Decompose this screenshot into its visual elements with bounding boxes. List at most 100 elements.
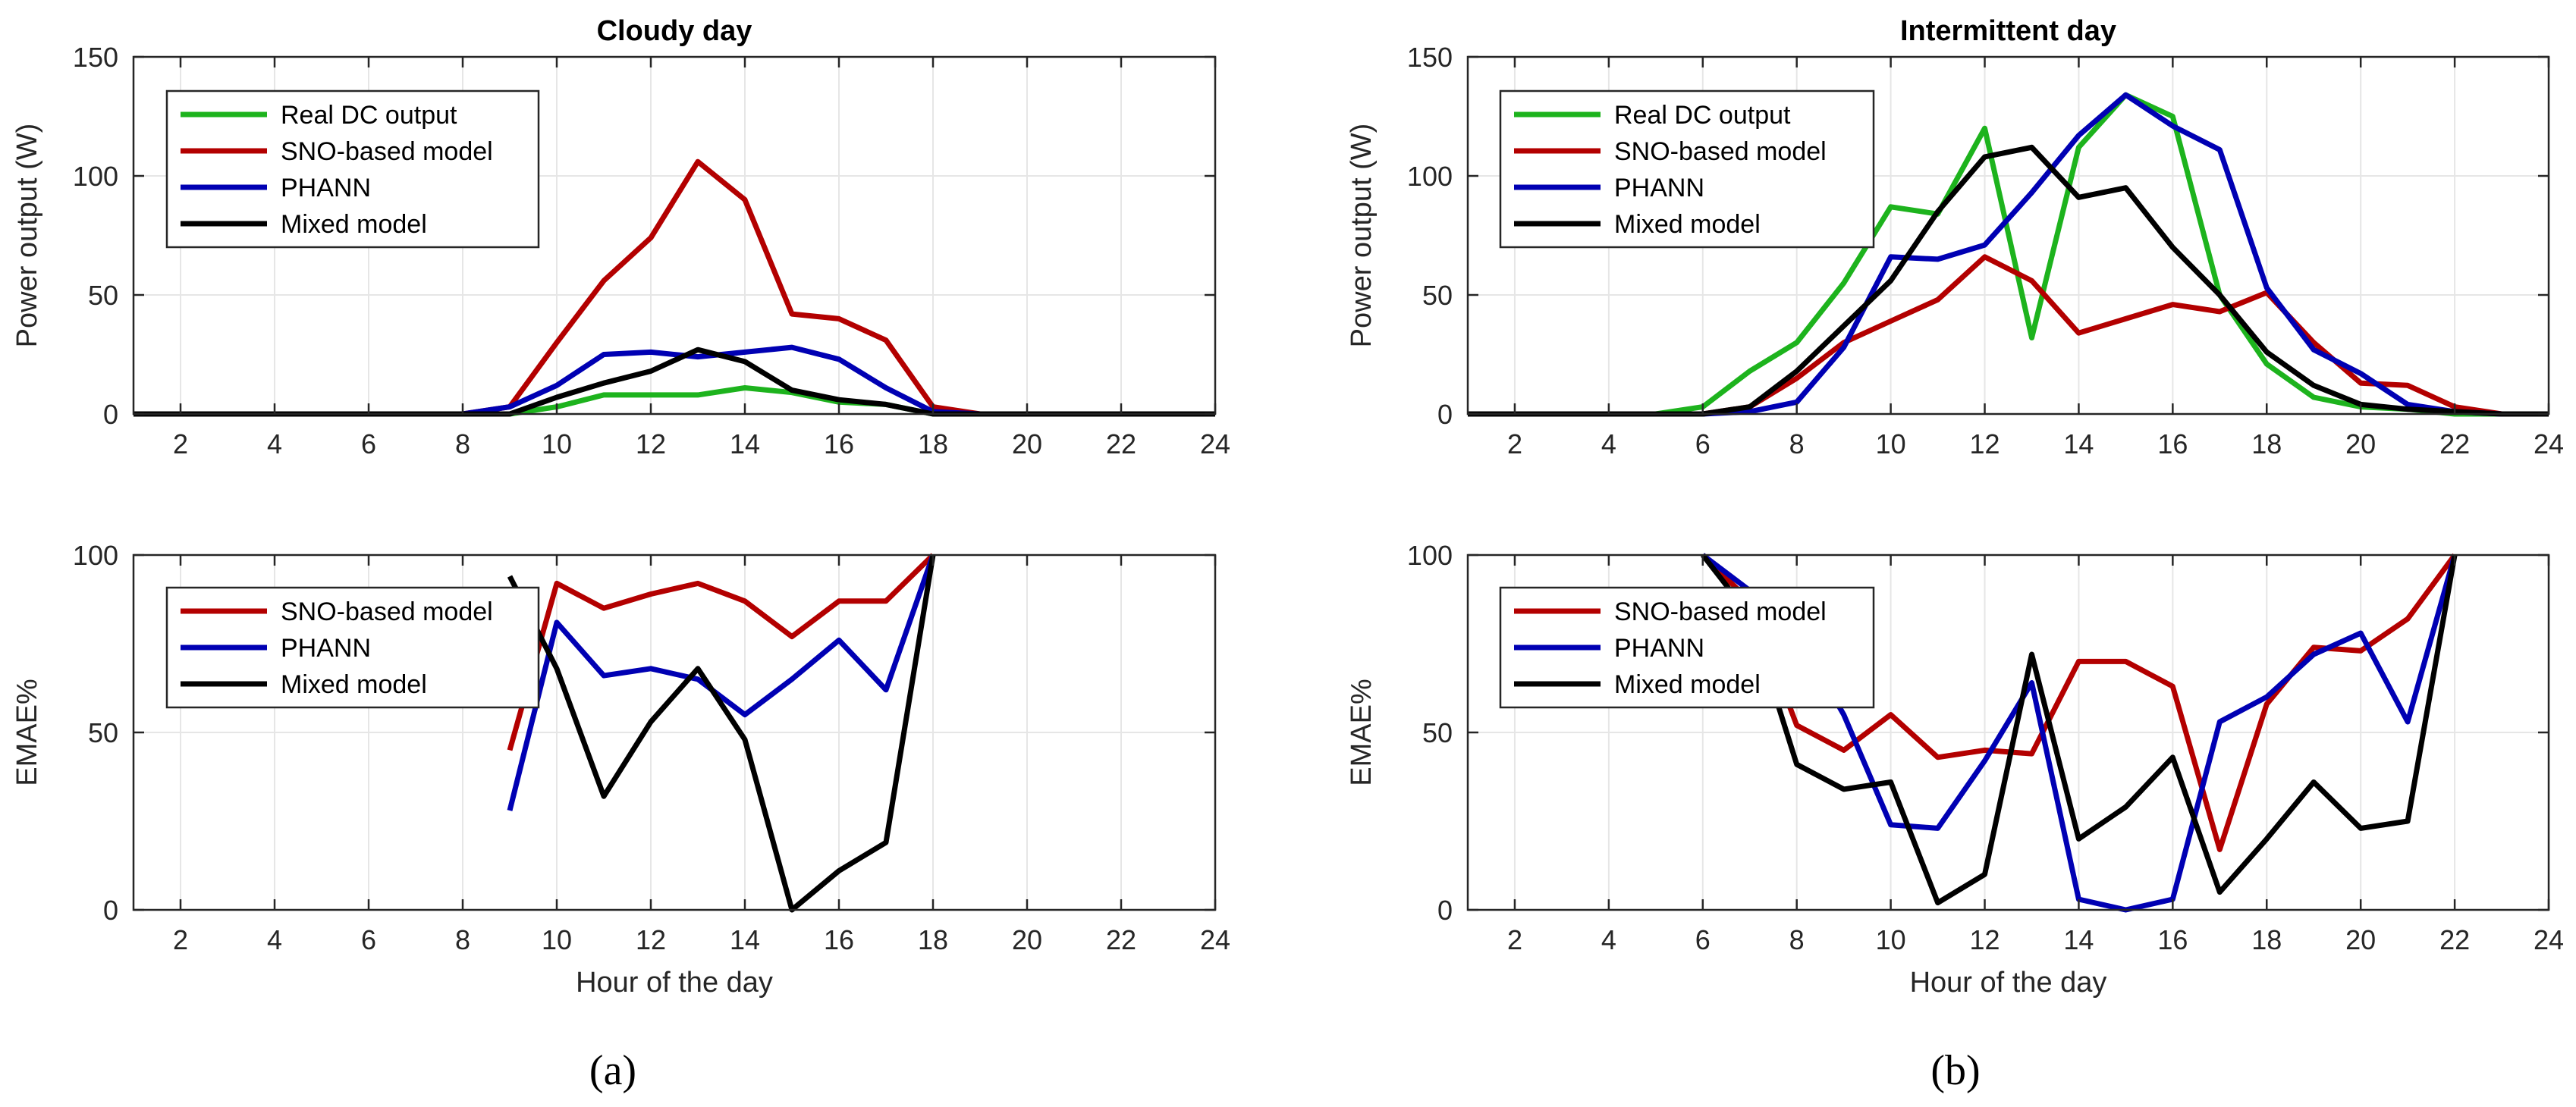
legend-label-real-dc-output: Real DC output	[1614, 101, 1791, 130]
y-tick-label: 150	[1407, 42, 1453, 73]
legend: Real DC output SNO-based model PHANN Mixed …	[1499, 89, 1875, 249]
x-tick-label: 18	[918, 428, 948, 459]
x-tick-label: 12	[1969, 428, 2000, 459]
x-tick-label: 6	[361, 428, 376, 459]
x-tick-label: 10	[542, 428, 572, 459]
panel-label-b: (b)	[1930, 1047, 1980, 1094]
chart-3: 2 4 6 8 10 12 14 16 18 20 22 24050100150Intermitten…	[1346, 15, 2564, 459]
x-tick-label: 6	[361, 924, 376, 955]
x-tick-label: 22	[1106, 924, 1136, 955]
x-tick-label: 12	[636, 428, 666, 459]
y-tick-label: 150	[73, 42, 118, 73]
x-tick-label: 14	[2063, 924, 2094, 955]
x-tick-label: 20	[2345, 428, 2376, 459]
y-tick-label: 50	[1422, 280, 1453, 311]
panel-label-a: (a)	[589, 1047, 636, 1094]
chart-title: Intermittent day	[1900, 15, 2116, 47]
x-tick-label: 2	[173, 428, 188, 459]
x-tick-label: 16	[2157, 924, 2188, 955]
legend: SNO-based model PHANN Mixed model	[165, 586, 540, 709]
legend-label-sno-based-model: SNO-based model	[1614, 137, 1827, 166]
series-line-phann	[134, 344, 1215, 417]
legend-label-sno-based-model: SNO-based model	[281, 137, 493, 166]
x-tick-label: 24	[1200, 924, 1230, 955]
y-tick-label: 0	[103, 895, 118, 926]
x-tick-label: 6	[1695, 924, 1711, 955]
x-tick-label: 8	[1789, 924, 1805, 955]
y-axis-label: Power output (W)	[1346, 124, 1378, 348]
y-axis-label: Power output (W)	[11, 124, 43, 348]
x-tick-label: 12	[1969, 924, 2000, 955]
y-tick-label: 100	[73, 161, 118, 192]
legend-label-phann: PHANN	[281, 174, 371, 202]
x-tick-label: 18	[2251, 428, 2282, 459]
x-tick-label: 10	[1876, 924, 1906, 955]
x-tick-label: 8	[1789, 428, 1805, 459]
axes-box	[132, 55, 1217, 416]
x-tick-label: 18	[918, 924, 948, 955]
x-tick-label: 4	[267, 428, 282, 459]
legend-label-real-dc-output: Real DC output	[281, 101, 457, 130]
x-tick-label: 6	[1695, 428, 1711, 459]
x-tick-label: 20	[1012, 428, 1042, 459]
x-tick-label: 22	[2439, 924, 2470, 955]
x-tick-label: 12	[636, 924, 666, 955]
x-tick-label: 2	[1507, 924, 1522, 955]
x-tick-label: 18	[2251, 924, 2282, 955]
x-tick-label: 4	[1601, 924, 1616, 955]
y-tick-label: 0	[1437, 399, 1453, 430]
y-tick-label: 0	[103, 399, 118, 430]
y-tick-label: 100	[73, 540, 118, 571]
x-tick-label: 2	[1507, 428, 1522, 459]
x-axis-label: Hour of the day	[1910, 967, 2107, 999]
x-tick-label: 16	[2157, 428, 2188, 459]
legend: SNO-based model PHANN Mixed model	[1499, 586, 1875, 709]
x-tick-label: 24	[1200, 428, 1230, 459]
x-tick-label: 22	[2439, 428, 2470, 459]
y-tick-label: 0	[1437, 895, 1453, 926]
x-tick-label: 20	[1012, 924, 1042, 955]
x-tick-label: 16	[824, 428, 854, 459]
x-tick-label: 24	[2534, 924, 2564, 955]
x-tick-label: 10	[542, 924, 572, 955]
axes-box	[1466, 55, 2550, 416]
y-tick-label: 50	[88, 717, 118, 748]
legend-label-phann: PHANN	[1614, 634, 1704, 663]
legend-label-mixed-model: Mixed model	[281, 210, 427, 239]
x-tick-label: 2	[173, 924, 188, 955]
x-tick-label: 10	[1876, 428, 1906, 459]
y-tick-label: 50	[88, 280, 118, 311]
x-tick-label: 22	[1106, 428, 1136, 459]
x-tick-label: 24	[2534, 428, 2564, 459]
legend-label-sno-based-model: SNO-based model	[281, 597, 493, 626]
y-axis-label: EMAE%	[11, 679, 43, 786]
x-tick-label: 8	[455, 428, 470, 459]
legend-label-phann: PHANN	[1614, 174, 1704, 202]
series-line-phann	[507, 554, 936, 811]
x-tick-label: 14	[2063, 428, 2094, 459]
x-axis-label: Hour of the day	[576, 967, 773, 999]
series-line-mixed-model	[507, 554, 936, 913]
x-tick-label: 4	[267, 924, 282, 955]
legend-label-phann: PHANN	[281, 634, 371, 663]
x-tick-label: 20	[2345, 924, 2376, 955]
legend-label-sno-based-model: SNO-based model	[1614, 597, 1827, 626]
legend-label-mixed-model: Mixed model	[1614, 670, 1761, 699]
y-tick-label: 50	[1422, 717, 1453, 748]
x-tick-label: 14	[730, 428, 760, 459]
series-line-sno-based-model	[507, 553, 935, 751]
y-tick-label: 100	[1407, 540, 1453, 571]
chart-title: Cloudy day	[597, 15, 752, 47]
legend-label-mixed-model: Mixed model	[1614, 210, 1761, 239]
series-line-real-dc-output	[134, 385, 1215, 417]
y-tick-label: 100	[1407, 161, 1453, 192]
x-tick-label: 8	[455, 924, 470, 955]
x-tick-label: 16	[824, 924, 854, 955]
series-line-mixed-model	[134, 347, 1215, 417]
x-tick-label: 4	[1601, 428, 1616, 459]
